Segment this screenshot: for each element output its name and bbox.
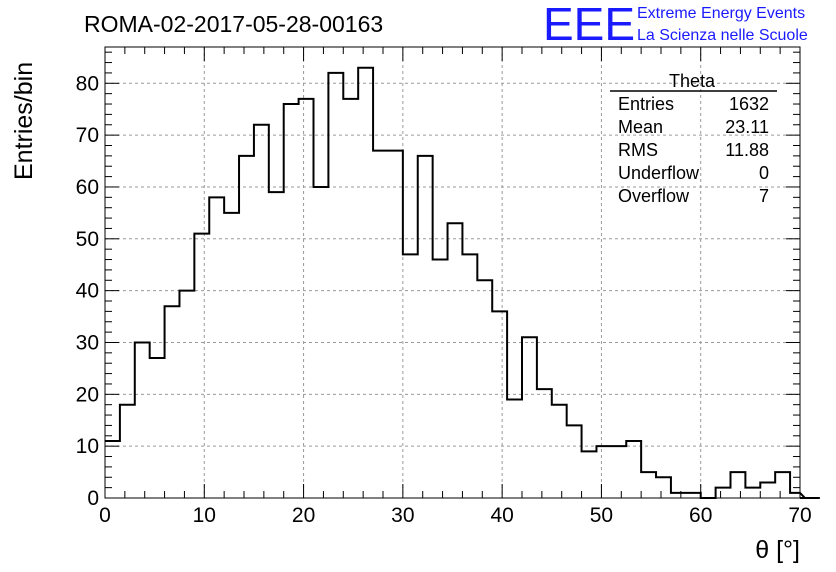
stats-box: Theta Entries 1632 Mean 23.11 RMS 11.88 … [610, 71, 777, 206]
y-tick-label: 10 [76, 435, 99, 458]
stats-value-underflow: 0 [759, 163, 769, 183]
histogram-line [105, 66, 820, 499]
y-tick-label: 40 [76, 280, 99, 303]
grid [105, 47, 800, 498]
y-tick-label: 20 [76, 383, 99, 406]
stats-value-mean: 23.11 [725, 117, 769, 137]
x-tick-label: 50 [590, 504, 613, 527]
stats-title: Theta [669, 71, 716, 91]
plot-frame [104, 46, 801, 499]
stats-value-rms: 11.88 [725, 140, 769, 160]
y-tick-label: 60 [76, 176, 99, 199]
stats-label-rms: RMS [618, 140, 658, 160]
y-tick-label: 50 [76, 228, 99, 251]
x-tick-label: 10 [193, 504, 216, 527]
logo-line-2: La Scienza nelle Scuole [637, 27, 808, 44]
x-tick-label: 0 [99, 504, 111, 527]
y-tick-label: 0 [87, 487, 99, 510]
stats-label-mean: Mean [618, 117, 663, 137]
logo-line-1: Extreme Energy Events [637, 5, 805, 22]
x-tick-label: 20 [292, 504, 315, 527]
y-axis-title: Entries/bin [10, 62, 38, 180]
chart-title: ROMA-02-2017-05-28-00163 [84, 11, 383, 37]
x-axis-title: θ [°] [755, 536, 800, 564]
y-tick-label: 30 [76, 331, 99, 354]
x-tick-label: 60 [689, 504, 712, 527]
x-tick-label: 40 [490, 504, 513, 527]
stats-label-underflow: Underflow [618, 163, 700, 183]
y-tick-label: 80 [76, 72, 99, 95]
stats-label-entries: Entries [618, 94, 674, 114]
x-tick-label: 30 [391, 504, 414, 527]
y-tick-label: 70 [76, 124, 99, 147]
logo-eee: EEE [543, 0, 635, 50]
stats-value-entries: 1632 [729, 94, 769, 114]
x-tick-label: 70 [788, 504, 811, 527]
stats-value-overflow: 7 [759, 186, 769, 206]
stats-label-overflow: Overflow [618, 186, 690, 206]
axis-ticks [104, 47, 801, 499]
